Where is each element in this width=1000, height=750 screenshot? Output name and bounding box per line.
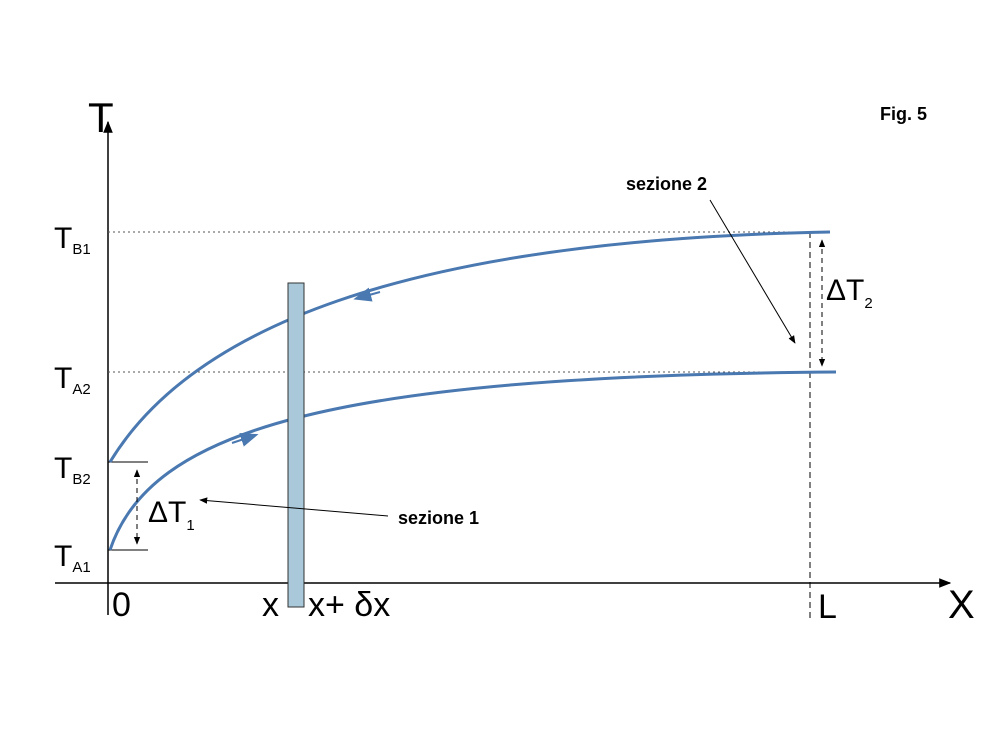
x-plus-label: x+ δx: [308, 586, 390, 624]
delta-sub: 2: [864, 295, 872, 312]
level-main: T: [54, 540, 72, 573]
delta-sub: 1: [186, 517, 194, 534]
upper-curve: [108, 230, 831, 463]
level-main: T: [54, 222, 72, 255]
level-sub: B2: [72, 471, 90, 488]
level-label: TA1: [54, 540, 91, 576]
section-label: sezione 1: [398, 508, 479, 528]
delta-main: ΔT: [148, 496, 186, 529]
level-sub: A1: [72, 559, 90, 576]
x-axis-label: X: [948, 583, 975, 627]
level-main: T: [54, 452, 72, 485]
slice: [287, 282, 305, 608]
pointer: [199, 497, 389, 517]
delta-label: ΔT2: [826, 274, 873, 312]
section-label: sezione 2: [626, 174, 707, 194]
flow-arrow: [353, 287, 381, 302]
y-axis-label: T: [88, 94, 114, 141]
flow-arrow: [231, 433, 259, 447]
level-sub: A2: [72, 381, 90, 398]
length-label: L: [818, 588, 837, 626]
level-label: TB1: [54, 222, 91, 258]
level-label: TB2: [54, 452, 91, 488]
origin-label: 0: [112, 586, 131, 624]
level-label: TA2: [54, 362, 91, 398]
delta-label: ΔT1: [148, 496, 195, 534]
delta-main: ΔT: [826, 274, 864, 307]
pointer: [709, 199, 796, 344]
level-sub: B1: [72, 241, 90, 258]
level-main: T: [54, 362, 72, 395]
x-label: x: [262, 586, 279, 624]
figure-label: Fig. 5: [880, 104, 927, 124]
